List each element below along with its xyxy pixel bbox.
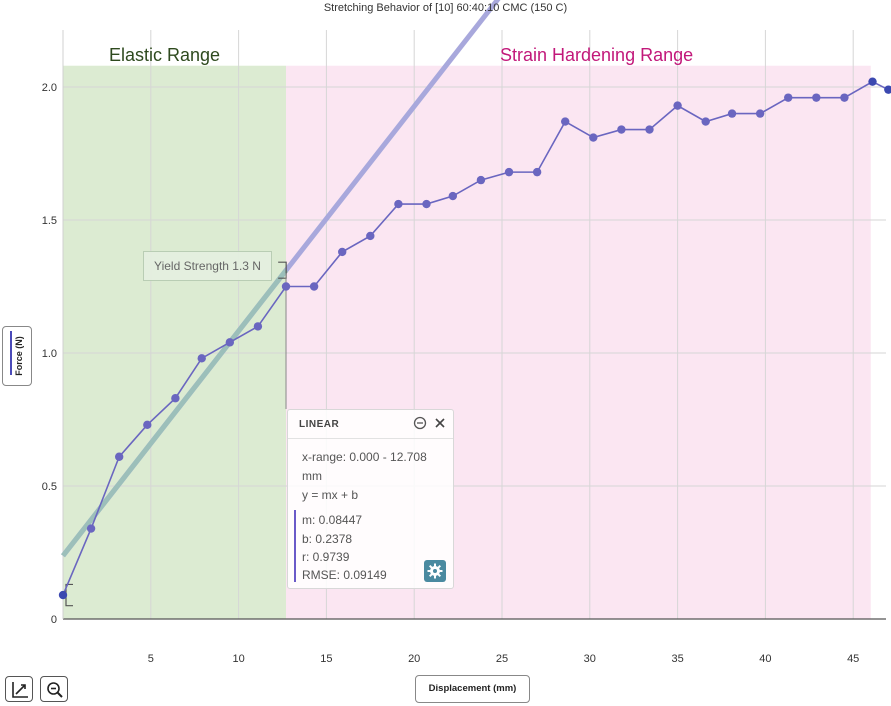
data-point — [868, 77, 877, 86]
data-point — [504, 167, 514, 177]
data-point — [645, 125, 654, 134]
data-point — [784, 93, 793, 102]
y-axis-label: Force (N) — [14, 336, 24, 376]
data-point — [366, 231, 375, 241]
gear-icon — [427, 563, 443, 579]
fit-rmse: RMSE: 0.09149 — [302, 568, 387, 582]
y-tick-label: 1.0 — [42, 348, 57, 360]
close-icon[interactable] — [433, 416, 447, 430]
collapse-icon[interactable] — [413, 416, 427, 430]
rescale-button[interactable] — [5, 676, 33, 702]
x-tick-label: 10 — [232, 653, 244, 665]
strain-hardening-range-label: Strain Hardening Range — [500, 45, 694, 65]
data-point — [143, 420, 152, 430]
data-point — [532, 167, 542, 177]
fit-line-in-range — [61, 268, 289, 558]
y-tick-label: 2.0 — [42, 82, 57, 94]
data-point — [617, 125, 626, 134]
fit-correlation: r: 0.9739 — [302, 550, 350, 564]
x-tick-label: 40 — [759, 653, 771, 665]
data-point — [86, 524, 96, 533]
elastic-range-label: Elastic Range — [109, 45, 221, 65]
zoom-out-button[interactable] — [40, 676, 68, 702]
y-tick-label: 0 — [51, 614, 57, 626]
data-point — [884, 85, 891, 94]
y-tick-label: 1.5 — [42, 215, 57, 227]
data-point — [727, 109, 737, 118]
x-tick-label: 35 — [671, 653, 683, 665]
x-tick-label: 30 — [584, 653, 596, 665]
x-tick-label: 5 — [148, 653, 154, 665]
data-point — [171, 394, 180, 403]
fit-slope: m: 0.08447 — [302, 513, 363, 527]
data-point — [755, 109, 765, 118]
x-tick-label: 15 — [320, 653, 332, 665]
fit-panel-title: LINEAR — [299, 419, 340, 430]
data-point — [840, 93, 849, 102]
linear-fit-panel[interactable]: LINEAR x-range: 0.000 - 12.708 mm y = mx… — [287, 409, 454, 589]
y-axis-series-swatch — [10, 331, 12, 375]
data-point — [394, 199, 403, 209]
x-tick-label: 20 — [408, 653, 420, 665]
data-point — [701, 117, 710, 126]
data-point — [225, 338, 235, 347]
fit-intercept: b: 0.2378 — [302, 532, 353, 546]
data-point — [114, 452, 124, 461]
data-point — [589, 133, 598, 142]
data-point — [197, 354, 206, 363]
rescale-icon — [12, 682, 28, 698]
data-point — [673, 101, 682, 110]
data-point — [253, 322, 263, 331]
zoom-out-icon — [47, 682, 63, 698]
data-point — [58, 590, 68, 600]
fit-panel-header: LINEAR — [288, 410, 453, 439]
fit-xrange: x-range: 0.000 - 12.708 — [302, 450, 427, 464]
y-tick-label: 0.5 — [42, 481, 57, 493]
fit-settings-button[interactable] — [424, 560, 446, 582]
x-tick-label: 45 — [847, 653, 859, 665]
data-point — [476, 175, 486, 185]
data-point — [812, 93, 821, 102]
data-point — [561, 117, 570, 126]
fit-equation: y = mx + b — [302, 488, 359, 502]
fit-end-bracket — [278, 261, 287, 279]
data-point — [422, 199, 431, 209]
data-point — [281, 282, 291, 291]
data-point — [309, 282, 319, 291]
chart-title: Stretching Behavior of [10] 60:40:10 CMC… — [323, 2, 568, 14]
region-elastic — [63, 65, 287, 620]
fit-xrange-unit: mm — [302, 469, 322, 483]
data-point — [338, 247, 347, 257]
x-axis-label-button[interactable]: Displacement (mm) — [415, 675, 530, 703]
x-tick-label: 25 — [496, 653, 508, 665]
y-axis-label-button[interactable]: Force (N) — [2, 326, 32, 386]
yield-strength-label: Yield Strength 1.3 N — [143, 251, 272, 281]
data-point — [448, 191, 458, 201]
fit-color-bar — [294, 510, 296, 582]
